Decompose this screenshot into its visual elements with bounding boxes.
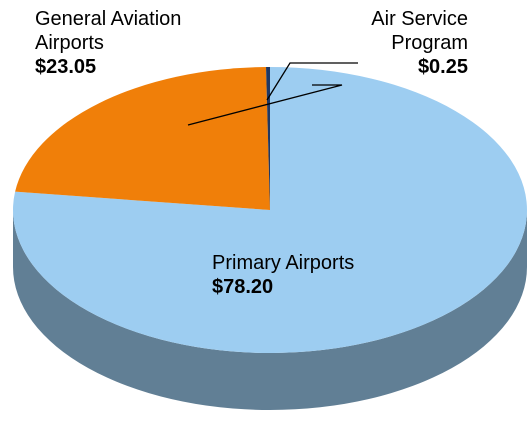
value-label: $23.05 (35, 56, 97, 78)
slice-label: Primary Airports $78.20 (212, 251, 472, 299)
leader-line (187, 84, 343, 126)
value-label: $78.20 (212, 276, 274, 298)
slice-label: General Aviation Airports $23.05 (35, 7, 195, 79)
category-label: General Aviation Airports (35, 8, 182, 54)
slice (266, 67, 270, 210)
leader-line (266, 62, 358, 101)
category-label: Primary Airports (212, 252, 355, 274)
category-label: Air Service Program (371, 8, 468, 54)
slice-label: Air Service Program $0.25 (330, 7, 468, 79)
slice-side (13, 210, 527, 410)
slice (15, 67, 271, 210)
value-label: $0.25 (417, 56, 468, 78)
